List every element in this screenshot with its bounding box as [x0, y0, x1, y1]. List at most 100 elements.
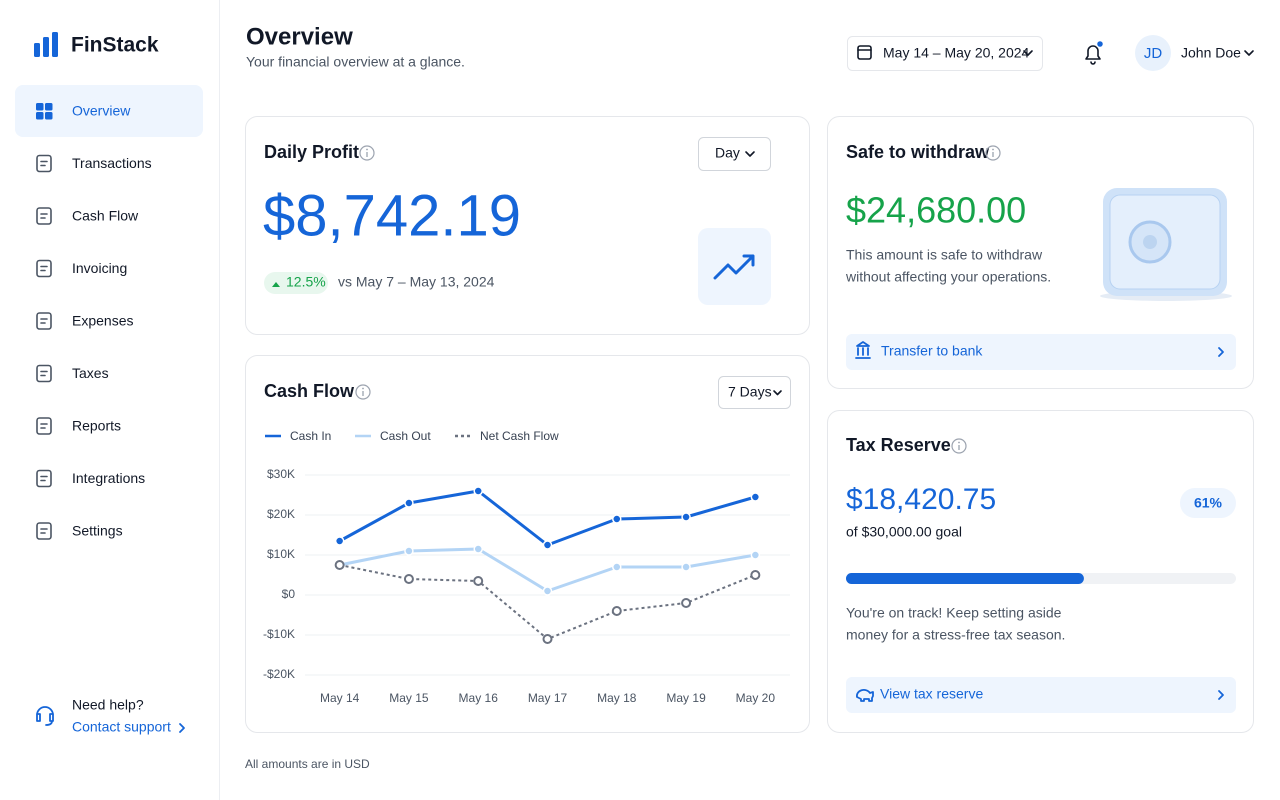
- nav-label: Expenses: [72, 313, 133, 329]
- nav-icon: [36, 364, 52, 383]
- nav-icon: [36, 417, 52, 435]
- nav-highlight: [15, 85, 203, 137]
- nav-icon: [36, 522, 52, 540]
- nav-label: Invoicing: [72, 260, 127, 276]
- nav-item[interactable]: Cash Flow: [36, 207, 139, 225]
- nav-icon: [36, 103, 44, 111]
- data-point: [334, 560, 345, 570]
- nav-icon: [36, 312, 52, 330]
- avatar: JD: [1144, 45, 1163, 62]
- data-point: [403, 574, 414, 584]
- nav-label: Overview: [72, 103, 131, 119]
- tax-action[interactable]: View tax reserve: [846, 677, 1236, 713]
- date-picker[interactable]: May 14 – May 20, 2024: [847, 36, 1043, 71]
- data-point: [681, 512, 691, 522]
- nav-icon: [36, 469, 52, 488]
- nav-item[interactable]: Integrations: [36, 469, 145, 488]
- data-point: [612, 514, 622, 524]
- safe-card: [827, 116, 1254, 389]
- description: This amount is safe to withdraw: [846, 247, 1043, 263]
- nav-icon: [36, 112, 44, 120]
- nav-icon: [36, 207, 52, 225]
- info-icon[interactable]: [355, 384, 371, 400]
- percent: 61%: [1194, 495, 1223, 511]
- date-range: May 14 – May 20, 2024: [883, 45, 1030, 61]
- logo: [34, 32, 58, 57]
- nav-icon: [36, 259, 52, 278]
- nav-icon: [40, 318, 48, 324]
- y-tick-label: -$10K: [263, 627, 295, 641]
- help-link[interactable]: Contact support: [72, 719, 171, 735]
- chevron: [179, 723, 185, 733]
- data-point: [750, 492, 761, 502]
- period: Day: [715, 145, 740, 161]
- up-arrow: [272, 282, 280, 287]
- nav-icon: [40, 213, 48, 219]
- period-select[interactable]: Day: [698, 137, 771, 171]
- nav-item[interactable]: Settings: [36, 522, 123, 540]
- comparison: vs May 7 – May 13, 2024: [338, 274, 495, 290]
- transfer-action[interactable]: Transfer to bank: [846, 334, 1236, 370]
- data-point: [750, 550, 761, 560]
- nav-label: Integrations: [72, 470, 145, 486]
- brand: FinStack: [71, 34, 159, 57]
- change-pill: [264, 272, 328, 294]
- y-tick-label: -$20K: [263, 667, 295, 681]
- data-point: [542, 586, 553, 596]
- user-name: John Doe: [1181, 45, 1241, 61]
- data-point: [611, 606, 622, 616]
- info-icon[interactable]: [359, 145, 375, 161]
- y-tick-label: $10K: [267, 547, 295, 561]
- tax-amount: $18,420.75: [846, 483, 996, 516]
- nav-label: Taxes: [72, 365, 109, 381]
- chart-title: Cash Flow: [264, 381, 355, 401]
- data-point: [473, 486, 483, 496]
- nav-item[interactable]: Reports: [36, 417, 121, 435]
- nav-label: Settings: [72, 523, 123, 539]
- nav-label: Transactions: [72, 155, 152, 171]
- safe-amount: $24,680.00: [846, 190, 1026, 231]
- goal: of $30,000.00 goal: [846, 524, 962, 540]
- user-menu[interactable]: JD John Doe: [1135, 35, 1254, 71]
- y-tick-label: $20K: [267, 507, 295, 521]
- info-icon[interactable]: [985, 145, 1001, 161]
- nav-item[interactable]: Transactions: [36, 154, 152, 173]
- nav-icon: [40, 160, 48, 167]
- nav-icon: [40, 475, 48, 482]
- legend-label: Net Cash Flow: [480, 429, 559, 443]
- nav-icon: [40, 423, 48, 429]
- x-tick-label: May 20: [736, 691, 776, 705]
- x-tick-label: May 16: [459, 691, 499, 705]
- nav-icon: [40, 370, 48, 377]
- nav-item[interactable]: Invoicing: [36, 259, 127, 278]
- notifications[interactable]: [1085, 39, 1105, 65]
- card-title: Safe to withdraw: [846, 142, 990, 162]
- range: 7 Days: [728, 384, 772, 400]
- range-select[interactable]: 7 Days: [718, 376, 791, 409]
- nav-icon: [36, 154, 52, 173]
- data-point: [750, 570, 761, 580]
- data-point: [681, 598, 692, 608]
- nav-item[interactable]: Overview: [15, 85, 203, 137]
- info-icon[interactable]: [951, 438, 967, 454]
- nav-icon: [45, 103, 53, 111]
- action-label: View tax reserve: [880, 686, 983, 702]
- cash-flow-chart: -$20K -$10K $0 $10K $20K $30K May 14 May 15 May …: [263, 429, 790, 705]
- footer-note: All amounts are in USD: [245, 757, 370, 771]
- data-point: [612, 562, 622, 572]
- card-title: Daily Profit: [264, 142, 359, 162]
- tax-card: [827, 410, 1254, 733]
- legend-label: Cash In: [290, 429, 331, 443]
- page-title: Overview: [246, 23, 353, 50]
- data-point: [542, 540, 553, 550]
- data-point: [404, 546, 414, 556]
- x-tick-label: May 19: [666, 691, 706, 705]
- profit-amount: $8,742.19: [263, 183, 521, 248]
- message: money for a stress-free tax season.: [846, 627, 1065, 643]
- nav-item[interactable]: Taxes: [36, 364, 109, 383]
- nav-item[interactable]: Expenses: [36, 312, 133, 330]
- data-point: [473, 576, 484, 586]
- data-point: [334, 536, 345, 546]
- data-point: [404, 498, 414, 508]
